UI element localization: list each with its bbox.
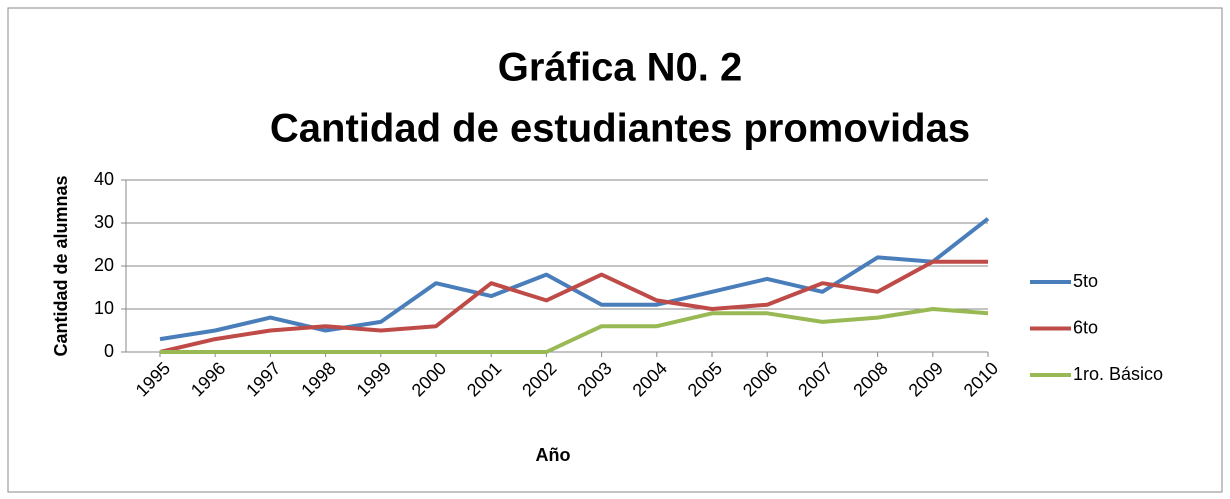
chart-border <box>7 7 1223 493</box>
chart-title: Gráfica N0. 2 <box>498 46 743 90</box>
y-tick-label: 10 <box>94 298 114 318</box>
y-tick-label: 30 <box>94 212 114 232</box>
legend-label: 1ro. Básico <box>1073 364 1163 384</box>
y-axis-label: Cantidad de alumnas <box>51 175 71 356</box>
data-line <box>159 259 988 354</box>
chart-subtitle: Cantidad de estudiantes promovidas <box>270 107 970 151</box>
legend-label: 5to <box>1073 271 1098 291</box>
data-line <box>160 307 989 354</box>
x-axis-label: Año <box>536 445 571 465</box>
y-tick-label: 40 <box>94 169 114 189</box>
legend-label: 6to <box>1073 317 1098 337</box>
y-tick-label: 0 <box>104 341 114 361</box>
y-tick-label: 20 <box>94 255 114 275</box>
